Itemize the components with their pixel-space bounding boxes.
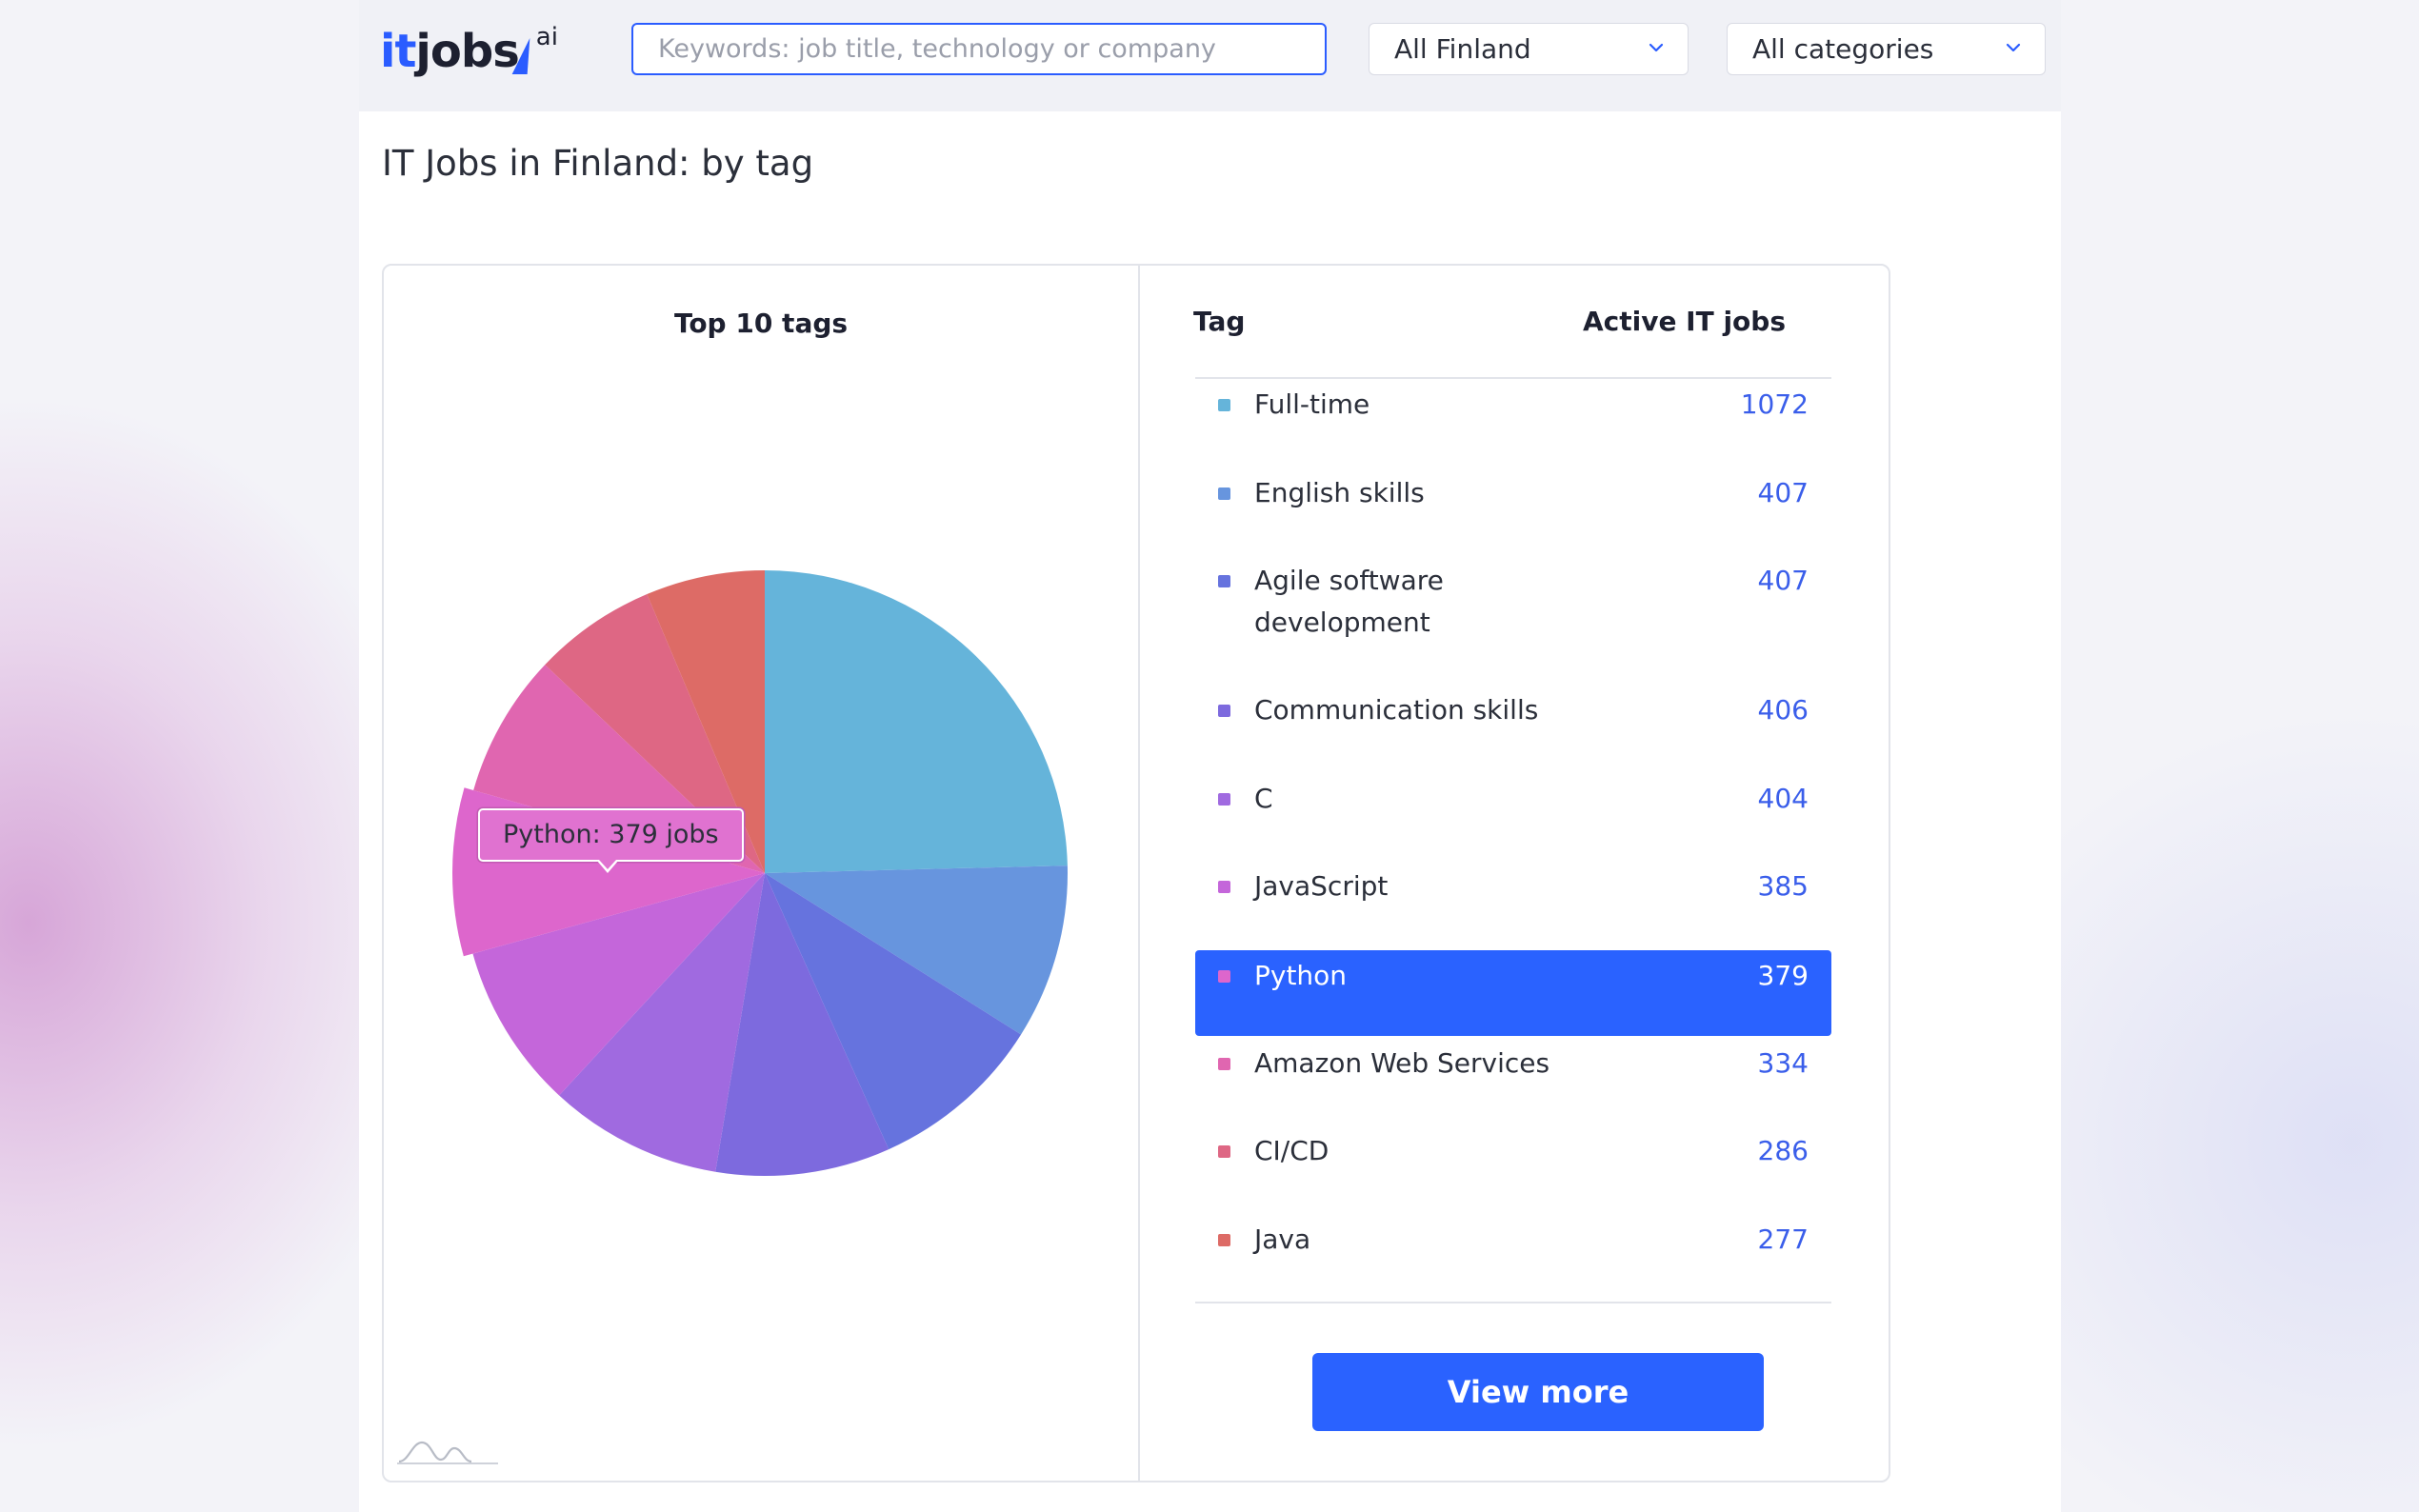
tags-card: Top 10 tags Python: 379 jobs Tag Active … bbox=[382, 264, 1890, 1482]
tag-color-swatch bbox=[1218, 1058, 1230, 1070]
tag-color-swatch bbox=[1218, 487, 1230, 500]
tag-label: Python bbox=[1254, 960, 1348, 991]
page-title: IT Jobs in Finland: by tag bbox=[382, 143, 814, 184]
chart-tooltip: Python: 379 jobs bbox=[478, 808, 744, 873]
tag-color-swatch bbox=[1218, 881, 1230, 893]
table-top-rule bbox=[1195, 377, 1831, 379]
pie-slice[interactable] bbox=[765, 873, 1022, 1150]
column-header-jobs: Active IT jobs bbox=[1582, 306, 1786, 337]
logo[interactable]: itjobs ai bbox=[380, 21, 558, 82]
tag-color-swatch bbox=[1218, 399, 1230, 411]
table-row[interactable]: Full-time 1072 bbox=[1195, 379, 1831, 468]
tag-color-swatch bbox=[1218, 793, 1230, 806]
tag-label: English skills bbox=[1254, 477, 1425, 508]
pie-slice[interactable] bbox=[472, 873, 765, 1096]
pie-slice[interactable] bbox=[765, 865, 1068, 1035]
table-row[interactable]: Amazon Web Services 334 bbox=[1195, 1038, 1831, 1125]
logo-wordmark: itjobs bbox=[380, 25, 520, 78]
table-row[interactable]: JavaScript 385 bbox=[1195, 861, 1831, 949]
tag-color-swatch bbox=[1218, 705, 1230, 717]
tag-label: Communication skills bbox=[1254, 694, 1539, 726]
pie-slice[interactable] bbox=[559, 873, 765, 1172]
tag-label: Full-time bbox=[1254, 388, 1370, 420]
tag-job-count: 334 bbox=[1757, 1047, 1809, 1079]
tag-label: C bbox=[1254, 783, 1273, 814]
pie-slice[interactable] bbox=[545, 594, 765, 873]
table-row[interactable]: Agile software development 407 bbox=[1195, 555, 1831, 685]
location-select-value: All Finland bbox=[1394, 33, 1531, 65]
tag-label: Agile software development bbox=[1254, 565, 1444, 638]
table-row[interactable]: C 404 bbox=[1195, 773, 1831, 861]
tag-job-count: 385 bbox=[1757, 870, 1809, 902]
tag-color-swatch bbox=[1218, 1145, 1230, 1158]
top-bar: itjobs ai All Finland All categories bbox=[359, 0, 2061, 111]
pie-chart bbox=[452, 570, 1068, 1176]
tag-color-swatch bbox=[1218, 970, 1230, 983]
tag-label: Amazon Web Services bbox=[1254, 1047, 1550, 1079]
tag-label: JavaScript bbox=[1254, 870, 1389, 902]
tag-job-count: 277 bbox=[1757, 1224, 1809, 1255]
table-bottom-rule bbox=[1195, 1302, 1831, 1303]
chart-logo-icon bbox=[397, 1441, 498, 1464]
tag-job-count: 407 bbox=[1757, 565, 1809, 596]
chevron-down-icon bbox=[2006, 43, 2021, 52]
logo-superscript: ai bbox=[535, 23, 558, 51]
tag-color-swatch bbox=[1218, 575, 1230, 587]
tag-job-count: 286 bbox=[1757, 1135, 1809, 1166]
tag-job-count: 379 bbox=[1757, 960, 1809, 991]
view-more-button[interactable]: View more bbox=[1312, 1353, 1764, 1431]
tag-job-count: 404 bbox=[1757, 783, 1809, 814]
search-input[interactable] bbox=[631, 23, 1327, 75]
table-row[interactable]: Python 379 bbox=[1195, 950, 1831, 1036]
tag-label: CI/CD bbox=[1254, 1135, 1329, 1166]
category-select-value: All categories bbox=[1752, 33, 1934, 65]
table-row[interactable]: English skills 407 bbox=[1195, 468, 1831, 555]
tag-job-count: 1072 bbox=[1740, 388, 1809, 420]
pie-slice[interactable] bbox=[647, 570, 765, 873]
category-select[interactable]: All categories bbox=[1727, 23, 2046, 75]
tag-job-count: 406 bbox=[1757, 694, 1809, 726]
tag-color-swatch bbox=[1218, 1234, 1230, 1246]
table-row[interactable]: Communication skills 406 bbox=[1195, 685, 1831, 773]
table-row[interactable]: Java 277 bbox=[1195, 1214, 1831, 1303]
table-row[interactable]: CI/CD 286 bbox=[1195, 1125, 1831, 1214]
page-container: itjobs ai All Finland All categories IT … bbox=[359, 0, 2061, 1512]
pie-slice[interactable] bbox=[765, 570, 1068, 873]
chart-tooltip-text: Python: 379 jobs bbox=[503, 820, 719, 849]
chart-title: Top 10 tags bbox=[673, 308, 849, 339]
card-divider bbox=[1138, 266, 1140, 1481]
pie-slice[interactable] bbox=[715, 873, 890, 1176]
chevron-down-icon bbox=[1649, 43, 1664, 52]
tag-job-count: 407 bbox=[1757, 477, 1809, 508]
column-header-tag: Tag bbox=[1193, 306, 1246, 337]
location-select[interactable]: All Finland bbox=[1369, 23, 1689, 75]
tag-label: Java bbox=[1254, 1224, 1311, 1255]
